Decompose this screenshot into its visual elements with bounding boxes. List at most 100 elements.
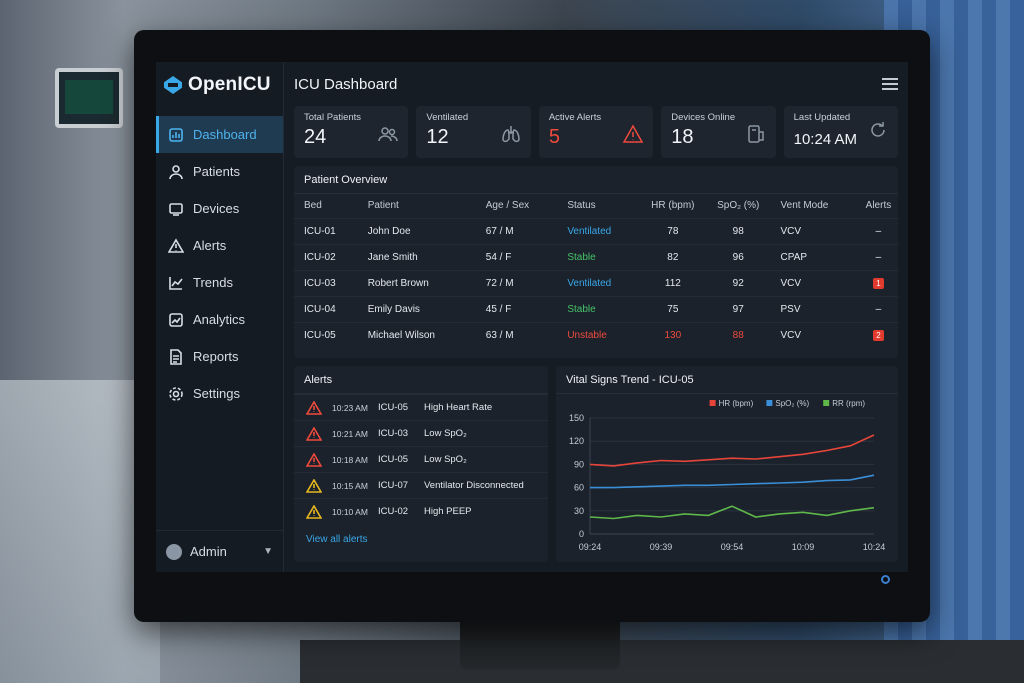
- cell-hr: 78: [639, 217, 706, 244]
- alert-message: Low SpO₂: [424, 454, 467, 465]
- cell-mode: VCV: [770, 269, 859, 296]
- alert-count-badge[interactable]: 2: [872, 329, 884, 341]
- stat-value: 24: [304, 126, 327, 148]
- trends-icon: [168, 275, 184, 291]
- col-hr[interactable]: HR (bpm): [651, 200, 695, 212]
- panel-title: Patient Overview: [294, 166, 898, 194]
- sidebar-item-reports[interactable]: Reports: [156, 338, 283, 375]
- stat-value: 5: [548, 126, 560, 148]
- sidebar-item-analytics[interactable]: Analytics: [156, 301, 283, 338]
- sidebar-item-trends[interactable]: Trends: [156, 264, 283, 301]
- sidebar-item-devices[interactable]: Devices: [156, 190, 283, 227]
- alert-item[interactable]: 10:18 AM ICU-05 Low SpO₂: [294, 446, 548, 472]
- alert-time: 10:21 AM: [332, 428, 368, 439]
- col-vent-mode[interactable]: Vent Mode: [780, 200, 829, 212]
- alert-item[interactable]: 10:10 AM ICU-02 High PEEP: [294, 498, 548, 524]
- sidebar-item-label: Trends: [193, 275, 233, 290]
- cell-status: Stable: [557, 243, 640, 270]
- legend-swatch: [709, 400, 716, 406]
- series-line: [590, 474, 875, 489]
- legend-swatch: [766, 400, 773, 406]
- stat-label: Ventilated: [426, 112, 469, 123]
- view-all-alerts-link[interactable]: View all alerts: [306, 534, 368, 545]
- cell-alerts: –: [858, 217, 898, 244]
- table-row[interactable]: ICU-01 John Doe 67 / M Ventilated 78 98 …: [294, 217, 898, 244]
- col-age-sex[interactable]: Age / Sex: [485, 200, 530, 212]
- table-row[interactable]: ICU-02 Jane Smith 54 / F Stable 82 96 CP…: [294, 243, 898, 270]
- alert-message: Low SpO₂: [424, 428, 467, 439]
- device-icon: [746, 124, 766, 144]
- stat-card-ventilated[interactable]: Ventilated 12: [416, 106, 531, 158]
- user-menu[interactable]: Admin ▼: [156, 530, 283, 572]
- cell-spo2: 97: [705, 295, 771, 322]
- cell-patient: Jane Smith: [357, 243, 476, 270]
- alert-count-badge[interactable]: 1: [872, 277, 884, 289]
- alert-message: Ventilator Disconnected: [424, 480, 524, 491]
- alert-unit: ICU-05: [378, 402, 409, 413]
- patient-overview-panel: Patient Overview Bed Patient Age / Sex S…: [294, 166, 898, 358]
- table-row[interactable]: ICU-04 Emily Davis 45 / F Stable 75 97 P…: [294, 295, 898, 322]
- sidebar-item-label: Devices: [193, 201, 240, 216]
- warning-icon: [305, 503, 323, 519]
- alert-message: High PEEP: [424, 506, 472, 517]
- cell-patient: Robert Brown: [357, 269, 476, 296]
- dashboard-icon: [168, 127, 184, 143]
- cell-age: 45 / F: [475, 295, 558, 322]
- menu-icon[interactable]: [882, 78, 898, 90]
- sidebar: OpenICU Dashboard Patients Devices Alert…: [156, 62, 284, 572]
- cell-status: Unstable: [557, 321, 640, 348]
- stat-card-active-alerts[interactable]: Active Alerts 5: [538, 106, 654, 158]
- x-tick-label: 10:09: [792, 542, 815, 552]
- patient-table: Bed Patient Age / Sex Status HR (bpm) Sp…: [294, 194, 898, 348]
- cell-patient: John Doe: [357, 217, 476, 244]
- stat-card-devices-online[interactable]: Devices Online 18: [661, 106, 776, 158]
- sidebar-item-patients[interactable]: Patients: [156, 153, 283, 190]
- alert-unit: ICU-02: [378, 506, 409, 517]
- y-tick-label: 30: [574, 506, 584, 516]
- cell-age: 63 / M: [475, 321, 558, 348]
- avatar: [166, 543, 182, 560]
- cell-hr: 75: [639, 295, 706, 322]
- sidebar-item-alerts[interactable]: Alerts: [156, 227, 283, 264]
- warning-icon: [305, 425, 323, 441]
- col-bed[interactable]: Bed: [304, 200, 322, 212]
- series-line: [589, 434, 875, 467]
- stat-label: Devices Online: [671, 112, 736, 123]
- alert-item[interactable]: 10:21 AM ICU-03 Low SpO₂: [294, 420, 548, 446]
- warning-icon: [305, 451, 323, 467]
- cell-bed: ICU-03: [294, 269, 358, 296]
- stat-card-last-updated[interactable]: Last Updated 10:24 AM: [783, 106, 899, 158]
- cell-age: 67 / M: [475, 217, 558, 244]
- col-spo2[interactable]: SpO₂ (%): [717, 200, 760, 212]
- sidebar-item-dashboard[interactable]: Dashboard: [156, 116, 283, 153]
- sidebar-item-settings[interactable]: Settings: [156, 375, 283, 412]
- alert-unit: ICU-07: [378, 480, 409, 491]
- desk: [300, 640, 1024, 683]
- refresh-icon[interactable]: [868, 120, 888, 140]
- power-led[interactable]: [881, 575, 890, 584]
- logo-icon: [164, 76, 182, 94]
- cell-spo2: 96: [705, 243, 771, 270]
- lungs-icon: [501, 124, 521, 144]
- panel-title: Alerts: [294, 366, 548, 394]
- app-logo[interactable]: OpenICU: [156, 62, 283, 108]
- col-alerts[interactable]: Alerts: [865, 200, 892, 212]
- alert-item[interactable]: 10:23 AM ICU-05 High Heart Rate: [294, 394, 548, 420]
- vital-trend-chart: 0 30 60 90 120 150 09:24 09:39 09:54 10:09 10:24 RR…: [569, 399, 885, 552]
- col-patient[interactable]: Patient: [367, 200, 399, 212]
- stat-value: 18: [671, 126, 694, 148]
- table-row[interactable]: ICU-03 Robert Brown 72 / M Ventilated 11…: [294, 269, 898, 296]
- stat-card-total-patients[interactable]: Total Patients 24: [294, 106, 409, 158]
- col-status[interactable]: Status: [567, 200, 596, 212]
- y-tick-label: 0: [579, 529, 584, 539]
- alerts-icon: [168, 237, 184, 254]
- table-row[interactable]: ICU-05 Michael Wilson 63 / M Unstable 13…: [294, 321, 898, 348]
- chevron-down-icon: ▼: [263, 546, 273, 557]
- screen: OpenICU Dashboard Patients Devices Alert…: [156, 62, 908, 572]
- alert-item[interactable]: 10:15 AM ICU-07 Ventilator Disconnected: [294, 472, 548, 498]
- cell-hr: 82: [639, 243, 706, 270]
- sidebar-item-label: Settings: [193, 386, 240, 401]
- cell-mode: VCV: [770, 321, 859, 348]
- page-title: ICU Dashboard: [294, 75, 398, 93]
- chart-title: Vital Signs Trend - ICU-05: [556, 366, 898, 394]
